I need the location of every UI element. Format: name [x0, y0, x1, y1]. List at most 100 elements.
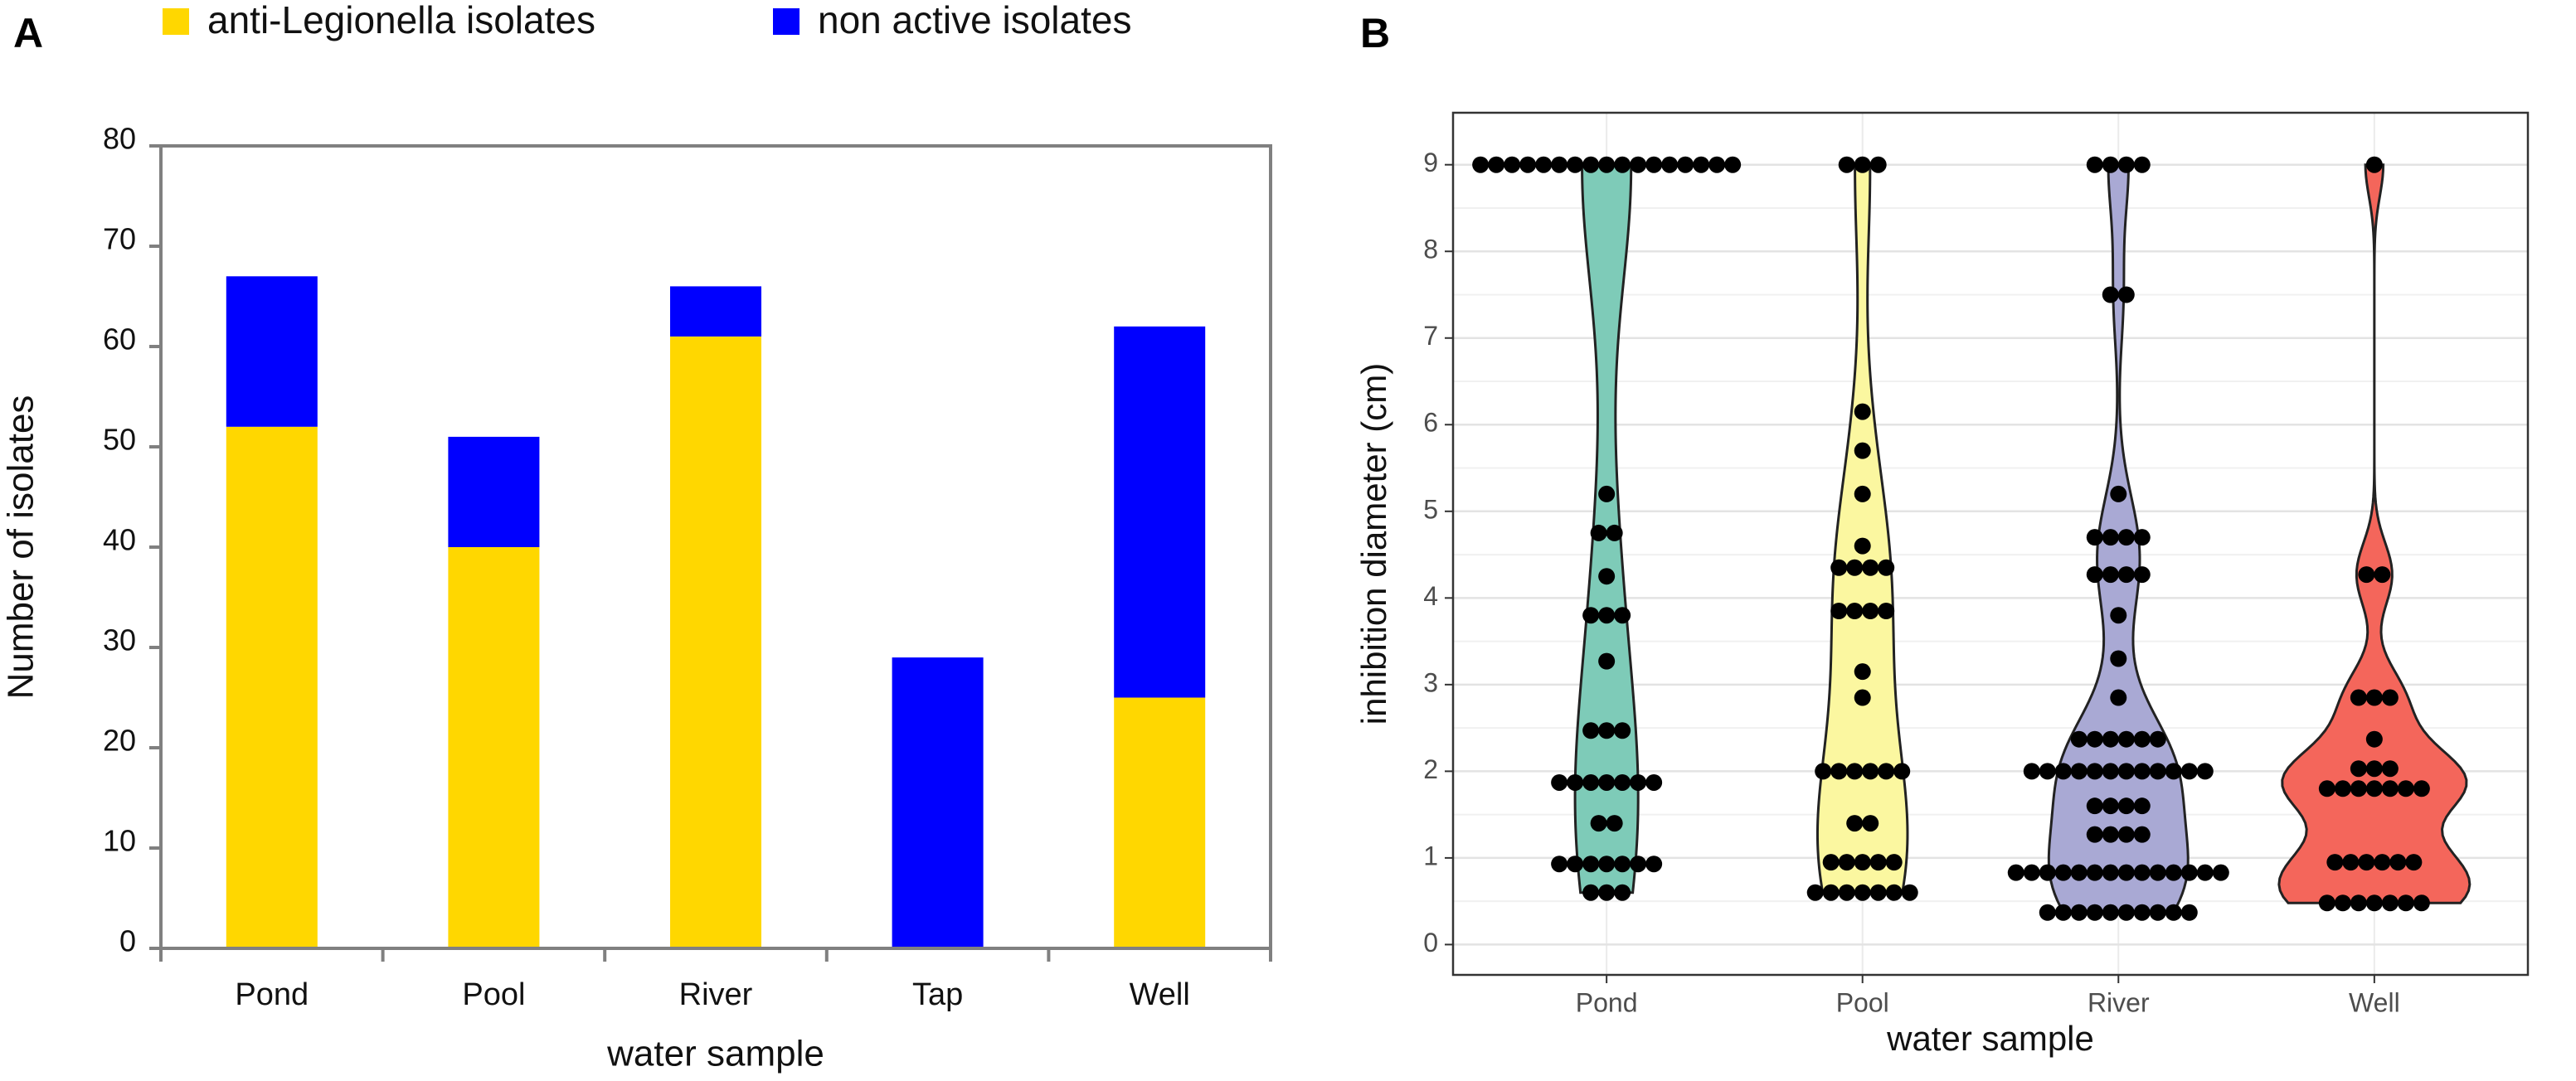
data-point — [2358, 566, 2375, 584]
bar-segment — [670, 286, 761, 337]
data-point — [1551, 773, 1568, 791]
data-point — [2023, 763, 2040, 780]
data-point — [1846, 815, 1864, 832]
data-point — [2102, 529, 2119, 546]
x-tick-label: Pool — [1836, 987, 1889, 1017]
data-point — [1693, 156, 1710, 173]
data-point — [1535, 156, 1553, 173]
data-point — [2086, 864, 2103, 881]
data-point — [1582, 884, 1600, 901]
data-point — [2117, 763, 2135, 780]
data-point — [2086, 566, 2103, 584]
data-point — [1862, 559, 1879, 576]
data-point — [1582, 607, 1600, 624]
data-point — [2149, 904, 2166, 921]
data-point — [2102, 864, 2119, 881]
data-point — [1614, 156, 1631, 173]
data-point — [2149, 730, 2166, 748]
data-point — [2086, 826, 2103, 843]
x-tick-label: River — [2088, 987, 2150, 1017]
data-point — [1598, 607, 1616, 624]
y-axis-title: inhibition diameter (cm) — [1354, 363, 1393, 725]
data-point — [2133, 156, 2151, 173]
data-point — [1846, 559, 1864, 576]
data-point — [1854, 403, 1871, 420]
data-point — [1854, 854, 1871, 871]
y-tick-label: 8 — [1423, 235, 1438, 264]
x-axis-title: water sample — [1886, 1019, 2094, 1058]
data-point — [2365, 689, 2383, 706]
data-point — [2070, 730, 2088, 748]
bar-segment — [448, 436, 540, 547]
data-point — [1830, 603, 1848, 620]
data-point — [1708, 156, 1726, 173]
data-point — [1854, 442, 1871, 459]
data-point — [2102, 826, 2119, 843]
data-point — [2102, 156, 2119, 173]
data-point — [1724, 156, 1742, 173]
data-point — [2054, 763, 2072, 780]
data-point — [2133, 566, 2151, 584]
data-point — [2389, 854, 2407, 871]
data-point — [2117, 730, 2135, 748]
data-point — [2039, 904, 2056, 921]
data-point — [1822, 854, 1840, 871]
data-point — [1854, 884, 1871, 901]
data-point — [1519, 156, 1537, 173]
data-point — [2149, 763, 2166, 780]
data-point — [2133, 904, 2151, 921]
data-point — [2102, 904, 2119, 921]
y-axis-title: Number of isolates — [1, 395, 41, 700]
data-point — [1869, 854, 1887, 871]
data-point — [2358, 854, 2375, 871]
y-tick-label: 6 — [1423, 408, 1438, 438]
data-point — [2039, 864, 2056, 881]
data-point — [1598, 485, 1616, 502]
data-point — [1854, 663, 1871, 681]
data-point — [1854, 689, 1871, 706]
data-point — [1598, 156, 1616, 173]
data-point — [2342, 854, 2360, 871]
data-point — [2350, 894, 2367, 912]
data-point — [2180, 763, 2198, 780]
data-point — [2117, 797, 2135, 815]
data-point — [1582, 722, 1600, 739]
data-point — [2070, 864, 2088, 881]
x-tick-label: Tap — [912, 977, 963, 1012]
legend-swatch — [773, 8, 800, 35]
data-point — [1567, 773, 1584, 791]
data-point — [2023, 864, 2040, 881]
y-tick-label: 20 — [103, 724, 136, 758]
data-point — [1645, 773, 1663, 791]
data-point — [2054, 904, 2072, 921]
y-tick-label: 4 — [1423, 581, 1438, 611]
data-point — [1582, 856, 1600, 873]
data-point — [2165, 864, 2182, 881]
data-point — [2149, 864, 2166, 881]
data-point — [1878, 559, 1895, 576]
data-point — [2381, 894, 2399, 912]
data-point — [1869, 884, 1887, 901]
data-point — [1838, 884, 1855, 901]
data-point — [1598, 884, 1616, 901]
data-point — [2110, 485, 2127, 502]
data-point — [2117, 566, 2135, 584]
data-point — [1862, 815, 1879, 832]
y-tick-label: 60 — [103, 322, 136, 356]
data-point — [2381, 689, 2399, 706]
y-tick-label: 70 — [103, 222, 136, 256]
data-point — [1822, 884, 1840, 901]
data-point — [2350, 760, 2367, 778]
y-tick-label: 10 — [103, 824, 136, 858]
legend-label: non active isolates — [818, 0, 1131, 41]
data-point — [1830, 763, 1848, 780]
bar-segment — [670, 336, 761, 948]
data-point — [2117, 826, 2135, 843]
data-point — [1614, 884, 1631, 901]
data-point — [1677, 156, 1694, 173]
y-tick-label: 80 — [103, 122, 136, 156]
data-point — [1582, 156, 1600, 173]
data-point — [1567, 156, 1584, 173]
data-point — [2212, 864, 2229, 881]
